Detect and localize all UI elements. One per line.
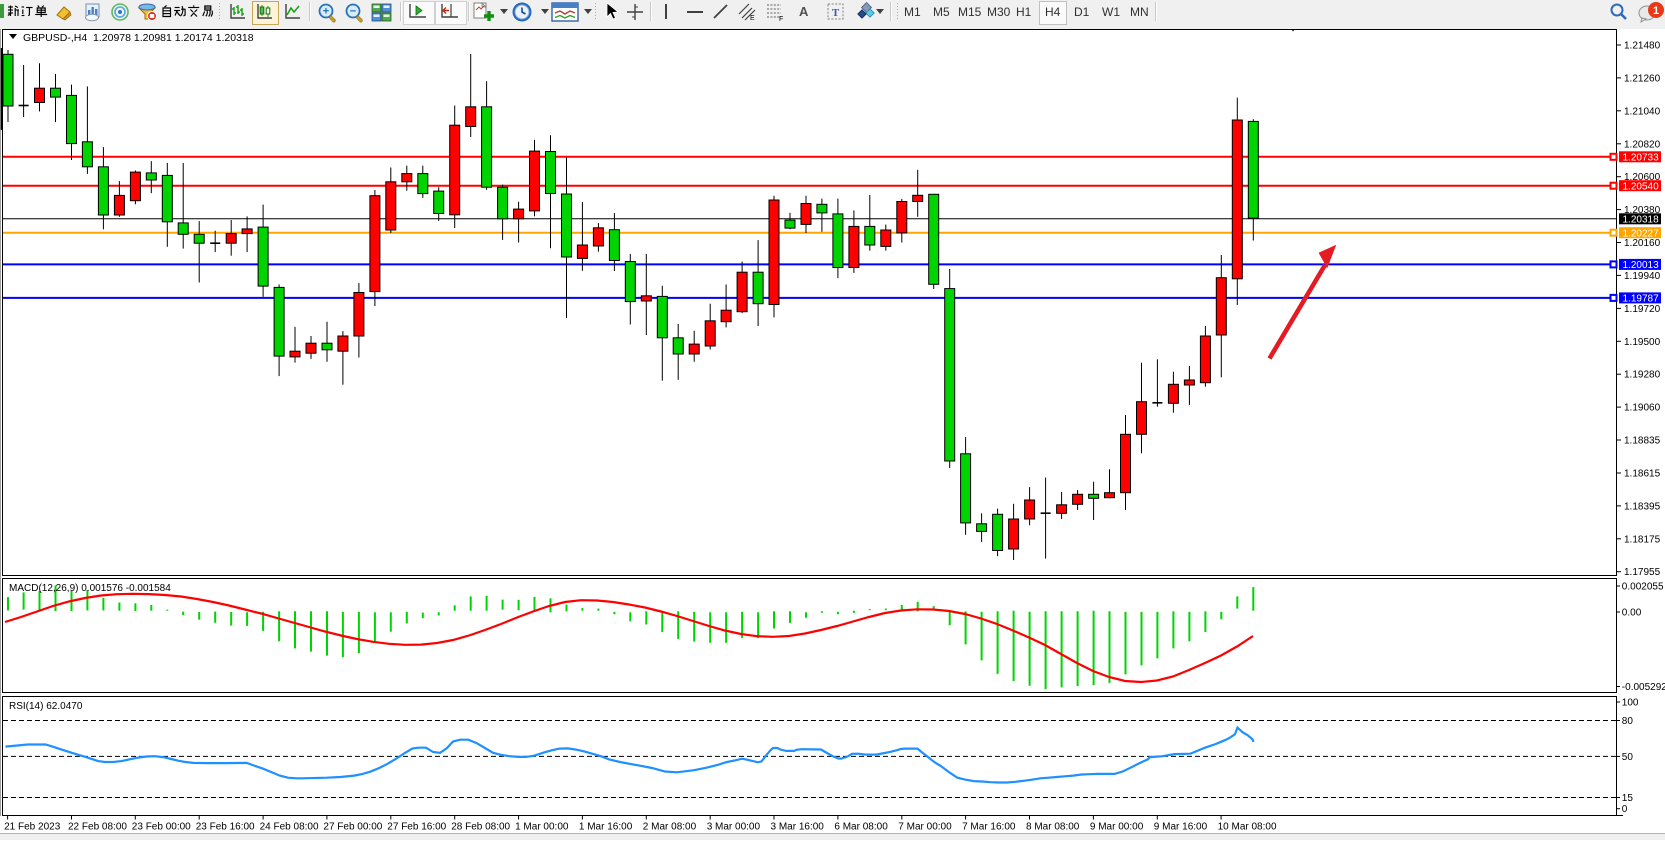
svg-text:F: F <box>779 16 783 22</box>
svg-text:3 Mar 16:00: 3 Mar 16:00 <box>771 822 825 833</box>
svg-text:1.21260: 1.21260 <box>1624 73 1661 84</box>
svg-text:6 Mar 08:00: 6 Mar 08:00 <box>834 822 888 833</box>
svg-text:1.18175: 1.18175 <box>1624 534 1661 545</box>
svg-text:100: 100 <box>1622 698 1639 709</box>
svg-text:1 Mar 00:00: 1 Mar 00:00 <box>515 822 569 833</box>
svg-text:1.20600: 1.20600 <box>1624 172 1661 183</box>
svg-text:0.00: 0.00 <box>1622 608 1642 619</box>
svg-text:-0.005292: -0.005292 <box>1622 682 1665 693</box>
svg-text:1.19280: 1.19280 <box>1624 370 1661 381</box>
svg-text:2 Mar 08:00: 2 Mar 08:00 <box>643 822 697 833</box>
svg-text:22 Feb 08:00: 22 Feb 08:00 <box>68 822 127 833</box>
svg-text:−: − <box>350 6 356 18</box>
svg-text:3 Mar 00:00: 3 Mar 00:00 <box>707 822 761 833</box>
svg-text:28 Feb 08:00: 28 Feb 08:00 <box>451 822 510 833</box>
svg-text:1: 1 <box>1653 5 1659 17</box>
svg-text:24 Feb 08:00: 24 Feb 08:00 <box>260 822 319 833</box>
svg-text:1.20160: 1.20160 <box>1624 238 1661 249</box>
svg-text:GBPUSD-,H4 1.20978 1.20981 1.: GBPUSD-,H4 1.20978 1.20981 1.20174 1.203… <box>23 32 254 44</box>
svg-text:1.19940: 1.19940 <box>1624 271 1661 282</box>
svg-text:1.21480: 1.21480 <box>1624 41 1661 52</box>
svg-text:1.20380: 1.20380 <box>1624 205 1661 216</box>
svg-text:1.18615: 1.18615 <box>1624 469 1661 480</box>
svg-text:1.20013: 1.20013 <box>1623 260 1660 271</box>
svg-text:10 Mar 08:00: 10 Mar 08:00 <box>1218 822 1277 833</box>
svg-text:1.18395: 1.18395 <box>1624 501 1661 512</box>
svg-text:23 Feb 16:00: 23 Feb 16:00 <box>196 822 255 833</box>
svg-text:1.20227: 1.20227 <box>1623 228 1660 239</box>
svg-text:7 Mar 00:00: 7 Mar 00:00 <box>898 822 952 833</box>
svg-text:0.002055: 0.002055 <box>1622 582 1664 593</box>
svg-text:23 Feb 00:00: 23 Feb 00:00 <box>132 822 191 833</box>
svg-text:15: 15 <box>1622 793 1634 804</box>
svg-text:RSI(14) 62.0470: RSI(14) 62.0470 <box>9 701 83 712</box>
svg-text:0: 0 <box>1622 804 1628 815</box>
svg-text:1.19500: 1.19500 <box>1624 337 1661 348</box>
svg-text:1.19060: 1.19060 <box>1624 403 1661 414</box>
svg-text:T: T <box>832 7 840 19</box>
svg-text:1.20540: 1.20540 <box>1623 181 1660 192</box>
svg-text:80: 80 <box>1622 716 1634 727</box>
svg-text:50: 50 <box>1622 752 1634 763</box>
svg-text:1.20318: 1.20318 <box>1623 214 1660 225</box>
svg-text:1.20820: 1.20820 <box>1624 139 1661 150</box>
svg-text:27 Feb 16:00: 27 Feb 16:00 <box>387 822 446 833</box>
svg-text:1.18835: 1.18835 <box>1624 436 1661 447</box>
svg-text:1.19720: 1.19720 <box>1624 304 1661 315</box>
svg-text:E: E <box>750 15 755 22</box>
svg-text:MACD(12,26,9) 0.001576 -0.0015: MACD(12,26,9) 0.001576 -0.001584 <box>9 583 171 594</box>
svg-text:9 Mar 16:00: 9 Mar 16:00 <box>1154 822 1208 833</box>
svg-text:1.20733: 1.20733 <box>1623 152 1660 163</box>
svg-text:21 Feb 2023: 21 Feb 2023 <box>4 822 61 833</box>
svg-text:+: + <box>323 6 329 18</box>
svg-text:7 Mar 16:00: 7 Mar 16:00 <box>962 822 1016 833</box>
svg-text:27 Feb 00:00: 27 Feb 00:00 <box>323 822 382 833</box>
svg-text:1 Mar 16:00: 1 Mar 16:00 <box>579 822 633 833</box>
svg-text:1.17955: 1.17955 <box>1624 567 1661 578</box>
svg-text:1.21040: 1.21040 <box>1624 106 1661 117</box>
svg-text:8 Mar 08:00: 8 Mar 08:00 <box>1026 822 1080 833</box>
svg-text:9 Mar 00:00: 9 Mar 00:00 <box>1090 822 1144 833</box>
svg-text:1.19787: 1.19787 <box>1623 294 1660 305</box>
